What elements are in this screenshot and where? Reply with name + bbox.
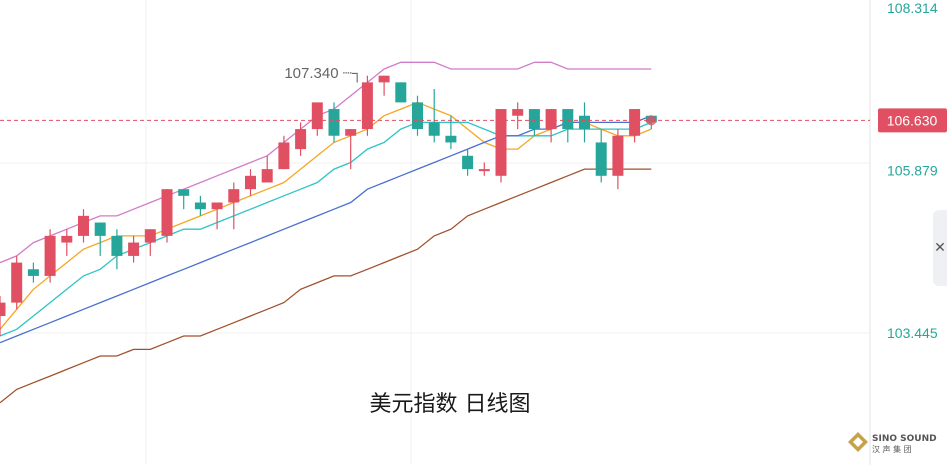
candle-body bbox=[412, 102, 423, 130]
chart-title: 美元指数 日线图 bbox=[370, 392, 531, 417]
candle-body bbox=[194, 202, 206, 210]
candle-body bbox=[78, 215, 89, 236]
candle-body bbox=[0, 302, 6, 316]
candle-body bbox=[27, 269, 39, 276]
candle-body bbox=[612, 135, 624, 176]
candle-body bbox=[462, 155, 474, 170]
boll_upper-line bbox=[0, 61, 652, 264]
candle-body bbox=[361, 82, 373, 130]
candle-body bbox=[94, 222, 106, 236]
candle-body bbox=[328, 109, 340, 136]
candle-body bbox=[161, 189, 173, 236]
candle-body bbox=[395, 82, 407, 103]
candle-body bbox=[378, 75, 390, 83]
candle-body bbox=[545, 109, 557, 130]
ma20-line bbox=[0, 115, 652, 344]
boll_lower-line bbox=[0, 168, 652, 404]
candle-body bbox=[528, 109, 540, 130]
price-label: 105.879 bbox=[887, 163, 938, 179]
candle-body bbox=[428, 122, 440, 136]
ma10-line bbox=[0, 121, 652, 337]
candle-body bbox=[579, 115, 590, 130]
sinosound-logo: SINO SOUND 汉 声 集 团 bbox=[848, 432, 937, 454]
candle-body bbox=[278, 142, 290, 170]
candle-body bbox=[311, 102, 323, 130]
candle-body bbox=[445, 135, 457, 143]
candle-body bbox=[261, 169, 273, 183]
candle-body bbox=[128, 242, 140, 256]
indicator-lines bbox=[0, 61, 652, 404]
candle-body bbox=[144, 229, 156, 243]
candle-body bbox=[478, 169, 490, 172]
candle-body bbox=[11, 262, 23, 303]
price-axis: 108.314 106.630 105.879 103.445 bbox=[878, 0, 947, 341]
candle-body bbox=[245, 175, 256, 190]
logo-text: SINO SOUND bbox=[872, 434, 937, 444]
price-label: 103.445 bbox=[887, 325, 938, 341]
candle-body bbox=[495, 109, 507, 176]
candle-series bbox=[0, 75, 657, 337]
candle-body bbox=[61, 235, 73, 243]
current-price-marker bbox=[646, 115, 657, 126]
candle-body bbox=[111, 235, 123, 256]
candle-body bbox=[211, 202, 223, 210]
candle-body bbox=[629, 109, 641, 136]
chart-grid bbox=[0, 0, 871, 465]
candle-body bbox=[295, 129, 307, 150]
price-label: 108.314 bbox=[887, 0, 938, 16]
high-annotation: 107.340 ┈┐ bbox=[284, 65, 362, 83]
candle-body bbox=[178, 189, 190, 196]
candle-body bbox=[512, 109, 524, 116]
candle-body bbox=[595, 142, 607, 176]
candle-body bbox=[228, 189, 240, 203]
close-icon[interactable]: ✕ bbox=[933, 210, 947, 286]
candle-body bbox=[345, 129, 357, 136]
current-price-badge bbox=[878, 108, 947, 133]
candle-body bbox=[562, 109, 574, 130]
candle-body bbox=[44, 235, 56, 276]
ma5-line bbox=[0, 101, 652, 330]
logo-subtext: 汉 声 集 团 bbox=[872, 444, 912, 454]
price-label: 106.630 bbox=[887, 112, 938, 128]
